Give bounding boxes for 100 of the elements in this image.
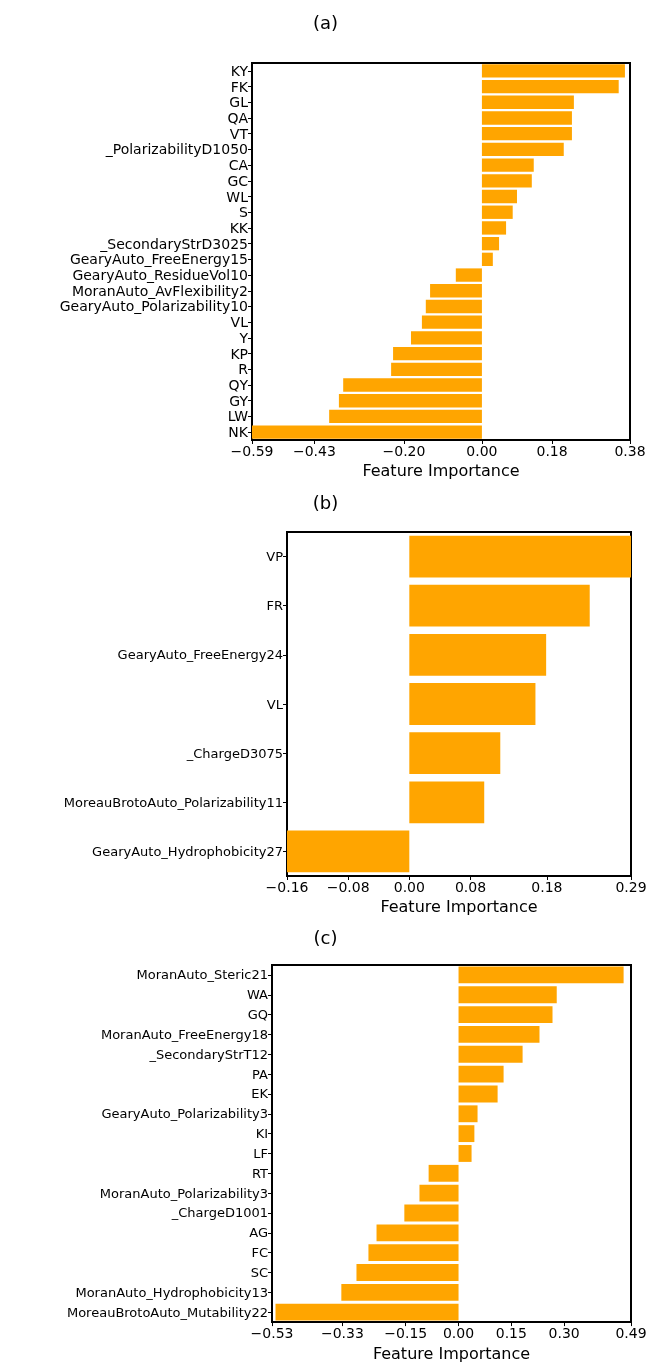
y-tick-label: _ChargeD3075 — [185, 745, 283, 761]
y-tick-label: QA — [227, 109, 249, 126]
bar — [404, 1204, 459, 1222]
y-tick-label: R — [238, 361, 249, 378]
bar — [356, 1264, 459, 1281]
bar — [391, 362, 482, 376]
y-tick-label: LW — [227, 408, 249, 425]
y-tick-label: _SecondaryStrD3025 — [99, 235, 248, 252]
bar — [409, 732, 501, 775]
y-tick-label: S — [239, 204, 249, 221]
bar — [458, 1125, 475, 1143]
y-tick-label: MoranAuto_FreeEnergy18 — [100, 1026, 268, 1042]
bar — [275, 1303, 459, 1321]
bar — [376, 1224, 459, 1242]
x-axis-title: Feature Importance — [380, 897, 538, 917]
bar — [458, 1006, 553, 1024]
x-tick-label: 0.00 — [393, 879, 425, 895]
x-tick-label: 0.29 — [615, 879, 647, 895]
bar — [458, 1145, 472, 1162]
x-tick-label: 0.18 — [536, 443, 568, 459]
y-tick-label: MoreauBrotoAuto_Polarizability11 — [63, 794, 283, 810]
bar — [481, 64, 625, 78]
y-tick-label: _SecondaryStrT12 — [148, 1046, 268, 1062]
y-tick-label: GearyAuto_ResidueVol10 — [72, 267, 248, 284]
x-tick-label: −0.53 — [250, 1325, 294, 1342]
bar — [481, 236, 500, 251]
chart-title: (a) — [312, 11, 339, 33]
x-tick-label: −0.15 — [384, 1325, 428, 1342]
bar — [409, 683, 536, 725]
bar — [481, 127, 572, 141]
y-tick-label: WL — [226, 188, 249, 205]
y-tick-label: CA — [228, 157, 249, 174]
bar — [252, 425, 482, 439]
y-tick-label: FR — [266, 598, 283, 614]
y-tick-label: WA — [246, 987, 269, 1003]
y-tick-label: MoreauBrotoAuto_Mutability22 — [66, 1304, 268, 1320]
y-tick-label: LF — [253, 1145, 268, 1161]
x-tick-label: −0.43 — [292, 443, 336, 459]
x-tick-label: 0.49 — [615, 1325, 647, 1342]
chart-title: (c) — [313, 926, 338, 948]
bar — [481, 79, 619, 94]
y-tick-label: Y — [238, 329, 249, 346]
y-tick-label: RT — [251, 1165, 269, 1181]
y-tick-label: PA — [252, 1066, 269, 1082]
y-tick-label: KY — [230, 62, 249, 79]
y-tick-label: KP — [230, 345, 248, 362]
x-tick-label: −0.33 — [320, 1325, 364, 1342]
x-tick-label: 0.15 — [495, 1325, 527, 1342]
y-tick-label: NK — [228, 424, 249, 441]
x-tick-label: 0.08 — [454, 879, 487, 895]
bar — [458, 1045, 523, 1063]
y-tick-label: VP — [266, 549, 284, 565]
y-tick-label: GQ — [247, 1007, 268, 1023]
bar — [481, 158, 534, 172]
y-tick-label: EK — [251, 1086, 269, 1102]
x-tick-label: −0.08 — [326, 879, 370, 895]
bar — [458, 986, 557, 1004]
x-axis-title: Feature Importance — [362, 461, 520, 481]
bar — [481, 95, 574, 109]
y-tick-label: QY — [228, 377, 249, 394]
x-tick-label: 0.00 — [442, 1325, 475, 1342]
bar — [368, 1244, 459, 1262]
y-tick-label: GearyAuto_Hydrophobicity27 — [92, 843, 283, 859]
x-tick-label: 0.00 — [466, 443, 498, 459]
bar — [430, 284, 482, 298]
bar — [338, 394, 482, 408]
bar — [481, 174, 532, 188]
bar — [425, 299, 482, 314]
bar — [419, 1184, 459, 1202]
y-tick-label: _PolarizabilityD1050 — [104, 141, 248, 158]
bar — [409, 781, 485, 824]
bar — [458, 1085, 498, 1103]
x-tick-label: −0.59 — [230, 443, 274, 459]
bar — [287, 830, 410, 873]
bar — [481, 205, 513, 219]
y-tick-label: VL — [230, 314, 249, 331]
y-tick-label: _ChargeD1001 — [170, 1205, 268, 1221]
bar — [481, 252, 493, 267]
bar — [481, 142, 564, 157]
bar — [410, 331, 482, 345]
y-tick-label: GearyAuto_FreeEnergy15 — [69, 251, 248, 268]
x-tick-label: −0.16 — [265, 879, 309, 895]
y-tick-label: MoranAuto_Polarizability3 — [99, 1185, 268, 1201]
y-tick-label: GearyAuto_Polarizability10 — [59, 298, 248, 315]
bar — [428, 1164, 459, 1182]
bar — [341, 1283, 459, 1301]
y-tick-label: GY — [229, 392, 249, 409]
chart-title: (b) — [312, 491, 339, 513]
bar — [458, 1105, 478, 1123]
x-tick-label: −0.20 — [382, 443, 426, 459]
y-tick-label: FC — [251, 1245, 268, 1261]
bar — [421, 315, 482, 329]
y-tick-label: GearyAuto_Polarizability3 — [101, 1106, 268, 1122]
y-tick-label: KI — [255, 1126, 268, 1142]
bar — [409, 535, 631, 578]
bar — [409, 633, 547, 676]
bar — [458, 1026, 540, 1043]
x-axis-title: Feature Importance — [372, 1343, 531, 1363]
y-tick-label: GearyAuto_FreeEnergy24 — [117, 647, 283, 663]
bar — [481, 221, 507, 235]
